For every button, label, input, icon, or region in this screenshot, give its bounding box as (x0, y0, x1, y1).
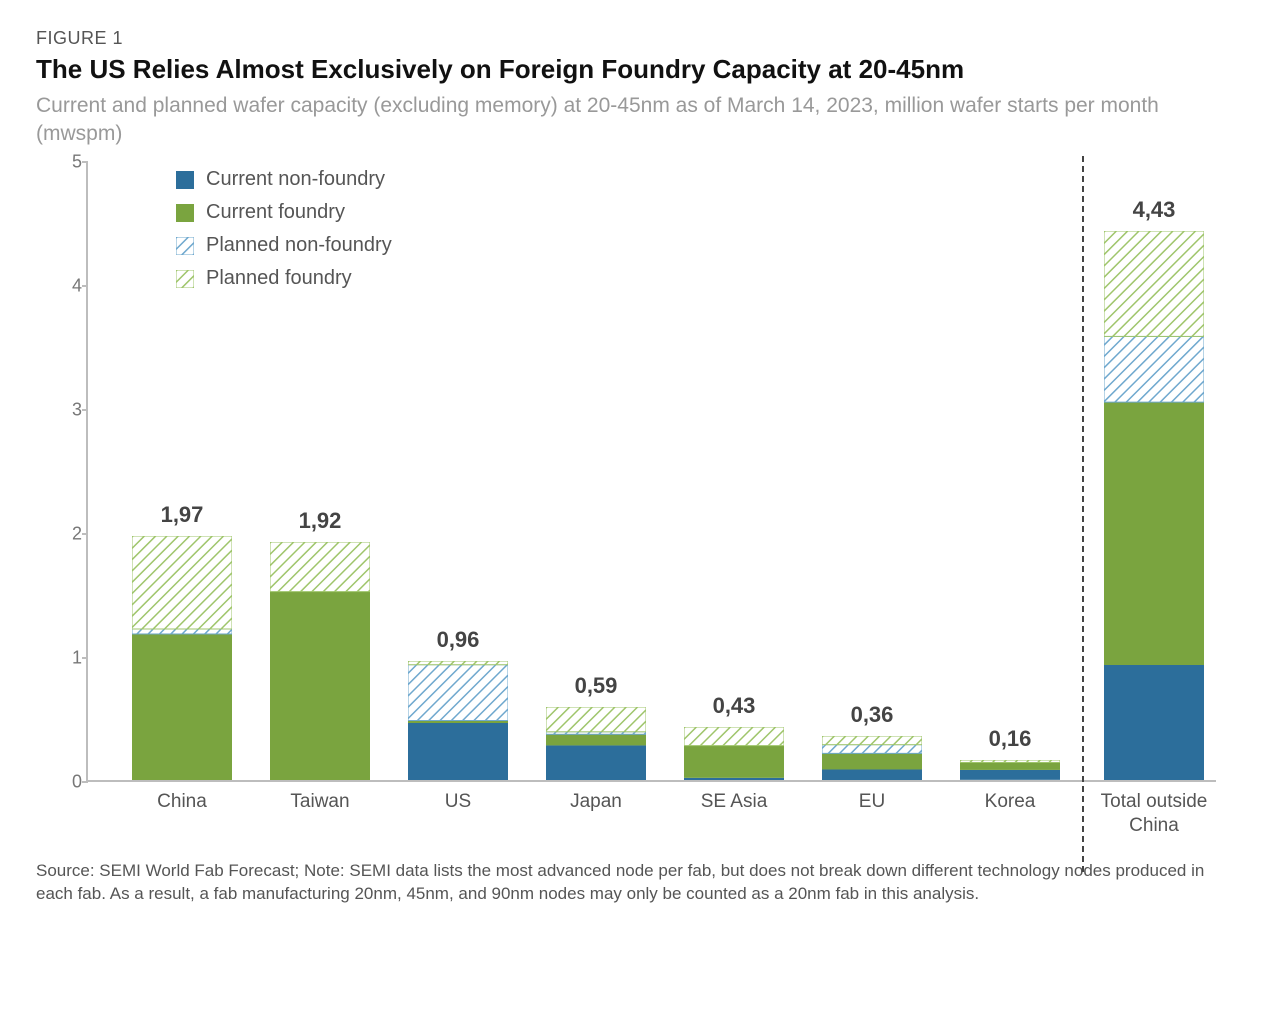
y-tick-label: 4 (48, 276, 82, 297)
legend-swatch (176, 204, 194, 222)
legend-item: Current non-foundry (176, 168, 392, 191)
legend-swatch (176, 270, 194, 288)
bar-segment-planned-foundry (546, 707, 646, 732)
y-tick-label: 0 (48, 772, 82, 793)
x-axis-label: US (378, 790, 538, 814)
group-divider (1082, 156, 1084, 872)
legend-swatch (176, 171, 194, 189)
bar-segment-current-foundry (546, 734, 646, 745)
x-axis-label: Korea (930, 790, 1090, 814)
legend: Current non-foundry Current foundry Planne… (176, 168, 392, 300)
y-tick-mark (82, 781, 88, 783)
bar-segment-current-non-foundry (960, 770, 1060, 780)
bar-segment-current-foundry (822, 753, 922, 769)
x-axis-label: SE Asia (654, 790, 814, 814)
bar-segment-current-non-foundry (546, 745, 646, 780)
bar (270, 542, 370, 780)
legend-label: Planned foundry (206, 267, 352, 290)
bar-segment-planned-non-foundry (408, 665, 508, 721)
bar-segment-current-non-foundry (408, 723, 508, 780)
bar (132, 536, 232, 780)
bar-total-label: 0,96 (388, 627, 528, 653)
figure-label: FIGURE 1 (36, 28, 1236, 49)
y-tick-label: 1 (48, 648, 82, 669)
x-axis-label: EU (792, 790, 952, 814)
bar-segment-planned-foundry (1104, 231, 1204, 336)
y-tick-mark (82, 657, 88, 659)
bar-segment-current-foundry (1104, 402, 1204, 665)
bar-segment-planned-foundry (132, 536, 232, 629)
plot-area: 1,97China1,92Taiwan0,96US0,59Japan0,43SE… (86, 162, 1216, 782)
x-axis-label: Total outside China (1074, 790, 1234, 838)
legend-item: Current foundry (176, 201, 392, 224)
bar-segment-planned-non-foundry (1104, 336, 1204, 402)
chart-subtitle: Current and planned wafer capacity (excl… (36, 92, 1186, 149)
bar (1104, 231, 1204, 780)
x-axis-label: Taiwan (240, 790, 400, 814)
y-tick-mark (82, 285, 88, 287)
bar-total-label: 0,43 (664, 693, 804, 719)
bar-segment-current-foundry (960, 763, 1060, 770)
bar-segment-current-foundry (270, 592, 370, 780)
legend-swatch (176, 237, 194, 255)
y-tick-mark (82, 409, 88, 411)
bar-segment-planned-foundry (960, 760, 1060, 762)
chart: 1,97 China 1,92 Taiwan 0,96 US 0,59 Japan 0,43 SE… (36, 162, 1236, 842)
bar-total-label: 4,43 (1084, 197, 1224, 223)
bar-segment-planned-foundry (822, 736, 922, 745)
y-tick-label: 5 (48, 152, 82, 173)
bar-total-label: 0,16 (940, 726, 1080, 752)
legend-label: Current foundry (206, 201, 345, 224)
bar-segment-current-foundry (684, 745, 784, 777)
bar-segment-planned-foundry (408, 661, 508, 665)
bar-total-label: 0,36 (802, 702, 942, 728)
y-tick-mark (82, 161, 88, 163)
legend-label: Planned non-foundry (206, 234, 392, 257)
bar-segment-planned-non-foundry (132, 629, 232, 634)
bar-total-label: 1,92 (250, 508, 390, 534)
legend-item: Planned foundry (176, 267, 392, 290)
bar-segment-current-non-foundry (684, 778, 784, 780)
legend-item: Planned non-foundry (176, 234, 392, 257)
bar (546, 707, 646, 780)
source-note: Source: SEMI World Fab Forecast; Note: S… (36, 860, 1226, 906)
x-axis-label: Japan (516, 790, 676, 814)
bar-segment-current-non-foundry (1104, 665, 1204, 780)
bar-segment-planned-foundry (270, 542, 370, 592)
y-tick-label: 2 (48, 524, 82, 545)
chart-title: The US Relies Almost Exclusively on Fore… (36, 53, 1236, 86)
x-axis-label: China (102, 790, 262, 814)
bar-total-label: 0,59 (526, 673, 666, 699)
y-tick-mark (82, 533, 88, 535)
bar-segment-current-non-foundry (822, 769, 922, 780)
bar-total-label: 1,97 (112, 502, 252, 528)
bar-segment-planned-foundry (684, 727, 784, 746)
legend-label: Current non-foundry (206, 168, 385, 191)
bar-segment-planned-non-foundry (822, 744, 922, 753)
bar-segment-current-foundry (132, 634, 232, 780)
bar (822, 736, 922, 781)
bar (960, 760, 1060, 780)
bar (684, 727, 784, 780)
bar (408, 661, 508, 780)
y-tick-label: 3 (48, 400, 82, 421)
